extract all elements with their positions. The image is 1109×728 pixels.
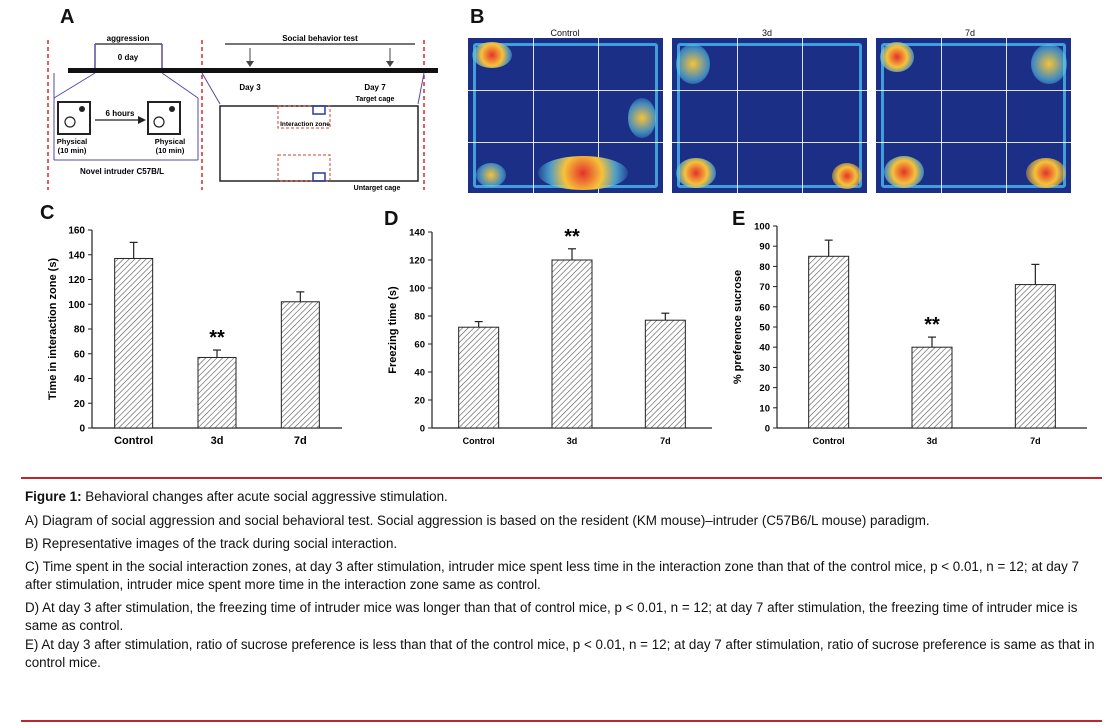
panel-label-a: A (60, 6, 75, 28)
heatmap-title-3d: 3d (761, 28, 772, 38)
chart-e-sucrose-preference: 0 10 20 30 40 50 60 70 80 90 100 % preference sucro… (732, 222, 1087, 446)
y-axis-label: Time in interaction zone (s) (47, 258, 59, 401)
chart-d-freezing-time: 0 20 40 60 80 100 120 140 Freezing time (s) Contr… (387, 226, 712, 446)
heatmap-title-control: Control (550, 28, 580, 38)
bar (911, 346, 953, 429)
y-tick-label: 10 (759, 403, 770, 414)
x-tick-label: Control (813, 436, 845, 446)
y-tick-label: 100 (754, 222, 770, 233)
physical-left-label: Physical (57, 137, 87, 146)
x-tick-label: 3d (211, 435, 224, 447)
x-tick-label: 7d (660, 436, 671, 446)
bar (458, 326, 500, 429)
heatmap-3d (672, 38, 867, 193)
physical-right-label: Physical (155, 137, 185, 146)
caption-rule-top (21, 477, 1102, 479)
x-tick-label: 3d (927, 436, 938, 446)
caption-rule-bottom (21, 720, 1102, 722)
y-axis-label: Freezing time (s) (387, 286, 399, 374)
social-test-label: Social behavior test (282, 34, 358, 43)
x-tick-label: Control (114, 435, 153, 447)
physical-right-time: (10 min) (156, 146, 185, 155)
y-tick-label: 50 (759, 323, 770, 334)
y-tick-label: 100 (409, 284, 425, 295)
caption-line-b: B) Representative images of the track du… (25, 536, 398, 551)
y-axis-label: % preference sucrose (732, 270, 744, 384)
day0-label: 0 day (118, 53, 139, 62)
day3-label: Day 3 (239, 83, 261, 92)
y-tick-label: 60 (759, 302, 770, 313)
heatmap-7d (876, 38, 1071, 193)
panel-label-c: C (40, 202, 55, 224)
physical-left-time: (10 min) (58, 146, 87, 155)
y-tick-label: 0 (79, 424, 85, 435)
day7-label: Day 7 (364, 83, 386, 92)
bar (280, 301, 320, 429)
y-tick-label: 80 (414, 312, 425, 323)
caption-line-a: A) Diagram of social aggression and soci… (25, 513, 930, 528)
y-tick-label: 20 (759, 383, 770, 394)
y-tick-label: 20 (414, 396, 425, 407)
caption-subtitle: Behavioral changes after acute social ag… (81, 489, 448, 504)
y-tick-label: 0 (420, 424, 425, 435)
y-tick-label: 160 (68, 226, 85, 237)
y-tick-label: 40 (414, 368, 425, 379)
bar (644, 319, 686, 429)
panel-label-e: E (732, 208, 746, 230)
x-tick-label: 7d (294, 435, 307, 447)
y-tick-label: 20 (74, 399, 86, 410)
y-tick-label: 70 (759, 282, 770, 293)
aggression-label: aggression (107, 34, 150, 43)
caption-line-e: E) At day 3 after stimulation, ratio of … (25, 637, 1095, 670)
x-tick-label: Control (463, 436, 495, 446)
target-cage-label: Target cage (356, 96, 395, 103)
significance-marker: ** (209, 327, 225, 349)
heatmap-control (468, 38, 663, 193)
y-tick-label: 100 (68, 300, 85, 311)
caption-line-c: C) Time spent in the social interaction … (25, 559, 1079, 592)
chart-c-interaction-time: 0 20 40 60 80 100 120 140 160 Time in interaction… (47, 226, 342, 447)
x-tick-label: 3d (567, 436, 578, 446)
panel-label-d: D (384, 208, 399, 230)
caption-line-d: D) At day 3 after stimulation, the freez… (25, 600, 1078, 633)
bar (551, 259, 593, 429)
bar (197, 356, 237, 429)
panel-label-b: B (470, 6, 485, 28)
y-tick-label: 30 (759, 363, 770, 374)
caption-title: Figure 1: (25, 489, 82, 504)
y-tick-label: 120 (68, 275, 85, 286)
y-tick-label: 140 (409, 228, 425, 239)
x-tick-label: 7d (1030, 436, 1041, 446)
y-tick-label: 140 (68, 250, 85, 261)
six-hours-label: 6 hours (106, 109, 135, 118)
y-tick-label: 0 (765, 424, 770, 435)
bar (808, 255, 850, 429)
y-tick-label: 120 (409, 256, 425, 267)
y-tick-label: 80 (74, 325, 86, 336)
significance-marker: ** (564, 226, 580, 248)
y-tick-label: 80 (759, 262, 770, 273)
experiment-diagram: aggression 0 day Social behavior test Da… (47, 34, 438, 192)
bar (114, 257, 154, 429)
untarget-cage-label: Untarget cage (354, 185, 401, 192)
significance-marker: ** (924, 314, 940, 336)
bar (1014, 284, 1056, 429)
y-tick-label: 90 (759, 242, 770, 253)
interaction-zone-label: Interaction zone (280, 121, 330, 128)
novel-intruder-label: Novel intruder C57B/L (80, 167, 164, 176)
y-tick-label: 40 (74, 374, 86, 385)
y-tick-label: 60 (414, 340, 425, 351)
heatmap-title-7d: 7d (964, 28, 975, 38)
figure-caption: Figure 1: Behavioral changes after acute… (25, 488, 1105, 672)
y-tick-label: 40 (759, 343, 770, 354)
y-tick-label: 60 (74, 349, 86, 360)
